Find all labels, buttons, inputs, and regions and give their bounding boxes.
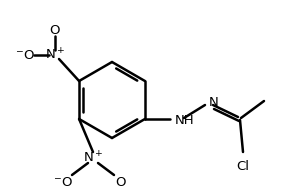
Text: O: O bbox=[116, 175, 126, 189]
Text: $^{-}$O: $^{-}$O bbox=[53, 175, 73, 189]
Text: N$^+$: N$^+$ bbox=[83, 150, 103, 166]
Text: Cl: Cl bbox=[237, 160, 249, 173]
Text: $^{-}$O: $^{-}$O bbox=[15, 48, 35, 62]
Text: N: N bbox=[209, 95, 219, 109]
Text: N$^+$: N$^+$ bbox=[45, 47, 65, 63]
Text: O: O bbox=[50, 24, 60, 36]
Text: NH: NH bbox=[175, 113, 195, 126]
